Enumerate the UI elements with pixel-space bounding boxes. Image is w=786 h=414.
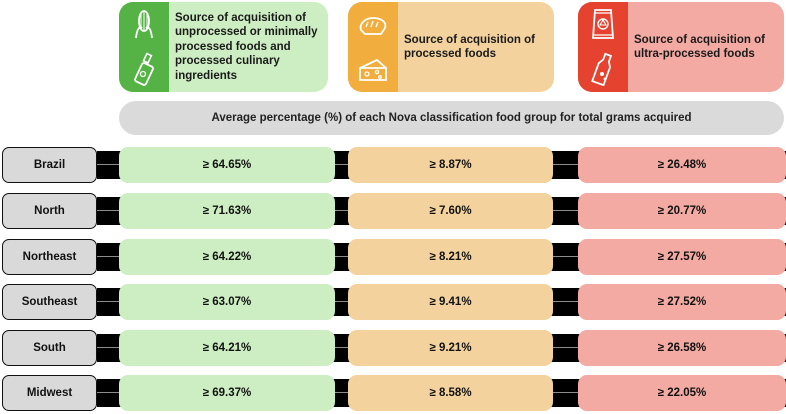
average-percentage-banner: Average percentage (%) of each Nova clas… <box>119 101 784 135</box>
processed-value: ≥ 8.58% <box>348 375 553 411</box>
soda-bottle-icon <box>591 52 613 86</box>
corn-icon <box>135 10 153 39</box>
processed-value: ≥ 8.87% <box>348 147 553 183</box>
ultra-processed-value: ≥ 22.05% <box>578 375 786 411</box>
header-unprocessed: Source of acquisition of unprocessed or … <box>119 2 328 92</box>
table-row: Brazil ≥ 64.65% ≥ 8.87% ≥ 26.48% <box>0 147 786 183</box>
header-ultra-icons <box>578 2 628 92</box>
unprocessed-value: ≥ 63.07% <box>119 284 335 320</box>
region-label: South <box>2 330 97 366</box>
ultra-processed-value: ≥ 26.48% <box>578 147 786 183</box>
ultra-processed-value: ≥ 20.77% <box>578 193 786 229</box>
table-row: North ≥ 71.63% ≥ 7.60% ≥ 20.77% <box>0 193 786 229</box>
cheese-icon <box>359 58 387 81</box>
ultra-processed-value: ≥ 27.52% <box>578 284 786 320</box>
header-ultra-text: Source of acquisition of ultra-processed… <box>634 33 765 60</box>
processed-value: ≥ 8.21% <box>348 239 553 275</box>
unprocessed-value: ≥ 64.65% <box>119 147 335 183</box>
table-row: South ≥ 64.21% ≥ 9.21% ≥ 26.58% <box>0 330 786 366</box>
table-row: Southeast ≥ 63.07% ≥ 9.41% ≥ 27.52% <box>0 284 786 320</box>
table-row: Midwest ≥ 69.37% ≥ 8.58% ≥ 22.05% <box>0 375 786 411</box>
unprocessed-value: ≥ 69.37% <box>119 375 335 411</box>
region-label: Midwest <box>2 375 97 411</box>
ultra-processed-value: ≥ 27.57% <box>578 239 786 275</box>
header-ultra: Source of acquisition of ultra-processed… <box>578 2 784 92</box>
region-label: North <box>2 193 97 229</box>
chips-bag-icon <box>592 9 614 39</box>
header-processed-text: Source of acquisition of processed foods <box>404 33 535 60</box>
header-processed: Source of acquisition of processed foods <box>348 2 554 92</box>
processed-value: ≥ 9.41% <box>348 284 553 320</box>
header-unprocessed-icons <box>119 2 169 92</box>
unprocessed-value: ≥ 71.63% <box>119 193 335 229</box>
oil-bottle-icon <box>134 52 154 86</box>
processed-value: ≥ 7.60% <box>348 193 553 229</box>
bread-icon <box>359 16 387 35</box>
ultra-processed-value: ≥ 26.58% <box>578 330 786 366</box>
unprocessed-value: ≥ 64.21% <box>119 330 335 366</box>
table-row: Northeast ≥ 64.22% ≥ 8.21% ≥ 27.57% <box>0 239 786 275</box>
processed-value: ≥ 9.21% <box>348 330 553 366</box>
header-unprocessed-text: Source of acquisition of unprocessed or … <box>175 12 318 82</box>
region-label: Brazil <box>2 147 97 183</box>
unprocessed-value: ≥ 64.22% <box>119 239 335 275</box>
region-label: Northeast <box>2 239 97 275</box>
header-processed-icons <box>348 2 398 92</box>
region-label: Southeast <box>2 284 97 320</box>
